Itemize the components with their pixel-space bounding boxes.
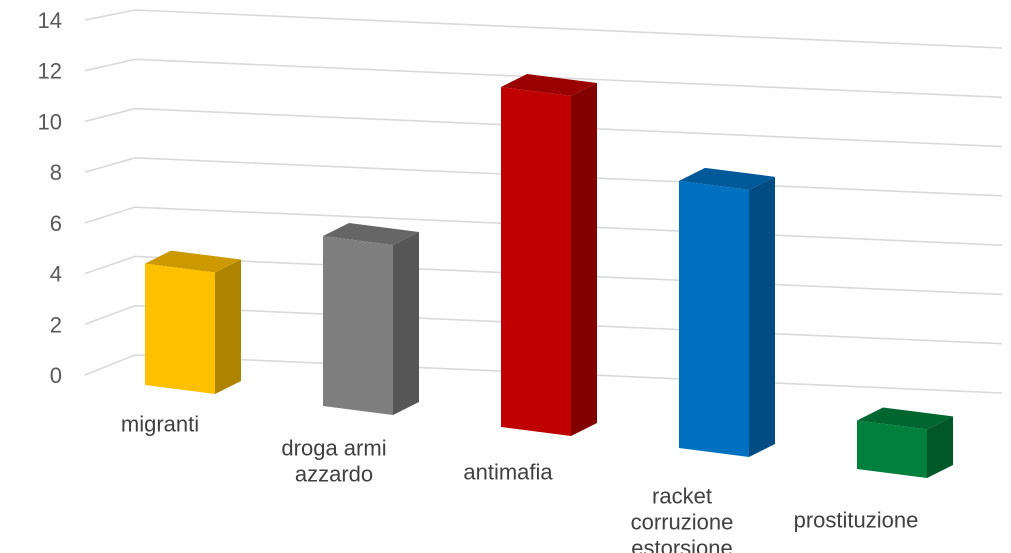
bar: [679, 167, 775, 457]
gridlines: [84, 9, 1003, 394]
gridline: [84, 107, 1003, 148]
gridline: [84, 58, 1003, 99]
bar: [857, 407, 953, 478]
x-category-label: antimafia: [463, 460, 553, 485]
y-tick-label: 0: [50, 363, 62, 388]
bar-front: [679, 180, 749, 457]
y-tick-label: 2: [50, 312, 62, 337]
y-tick-label: 12: [38, 59, 62, 84]
bar-front: [857, 420, 927, 478]
y-tick-label: 14: [38, 8, 62, 33]
y-tick-label: 4: [50, 262, 62, 287]
y-tick-label: 10: [38, 109, 62, 134]
y-axis-ticks: 0 2 4 6 8 10 12 14: [38, 8, 62, 388]
bar-front: [323, 236, 393, 415]
y-tick-label: 6: [50, 211, 62, 236]
gridline: [84, 9, 1003, 49]
bars: [145, 74, 953, 478]
y-tick-label: 8: [50, 160, 62, 185]
bar: [323, 223, 419, 415]
bar-front: [145, 263, 215, 394]
bar-top: [323, 223, 419, 245]
x-category-label: racket corruzione estorsione: [631, 484, 734, 553]
bar-front: [501, 87, 571, 436]
bar-top: [857, 407, 953, 430]
x-category-label: migranti: [121, 412, 199, 437]
bar-side: [215, 259, 241, 394]
x-axis-categories: migranti droga armi azzardo antimafia racket…: [121, 412, 919, 553]
bar-side: [571, 82, 597, 436]
bar-top: [501, 74, 597, 96]
x-category-label: prostituzione: [794, 508, 919, 533]
bar-top: [145, 250, 241, 273]
bar-top: [679, 167, 775, 190]
bar-side: [927, 416, 953, 478]
bar-side: [749, 176, 775, 457]
bar: [501, 74, 597, 436]
bar-side: [393, 231, 419, 415]
bar: [145, 250, 241, 394]
x-category-label: droga armi azzardo: [281, 436, 386, 487]
